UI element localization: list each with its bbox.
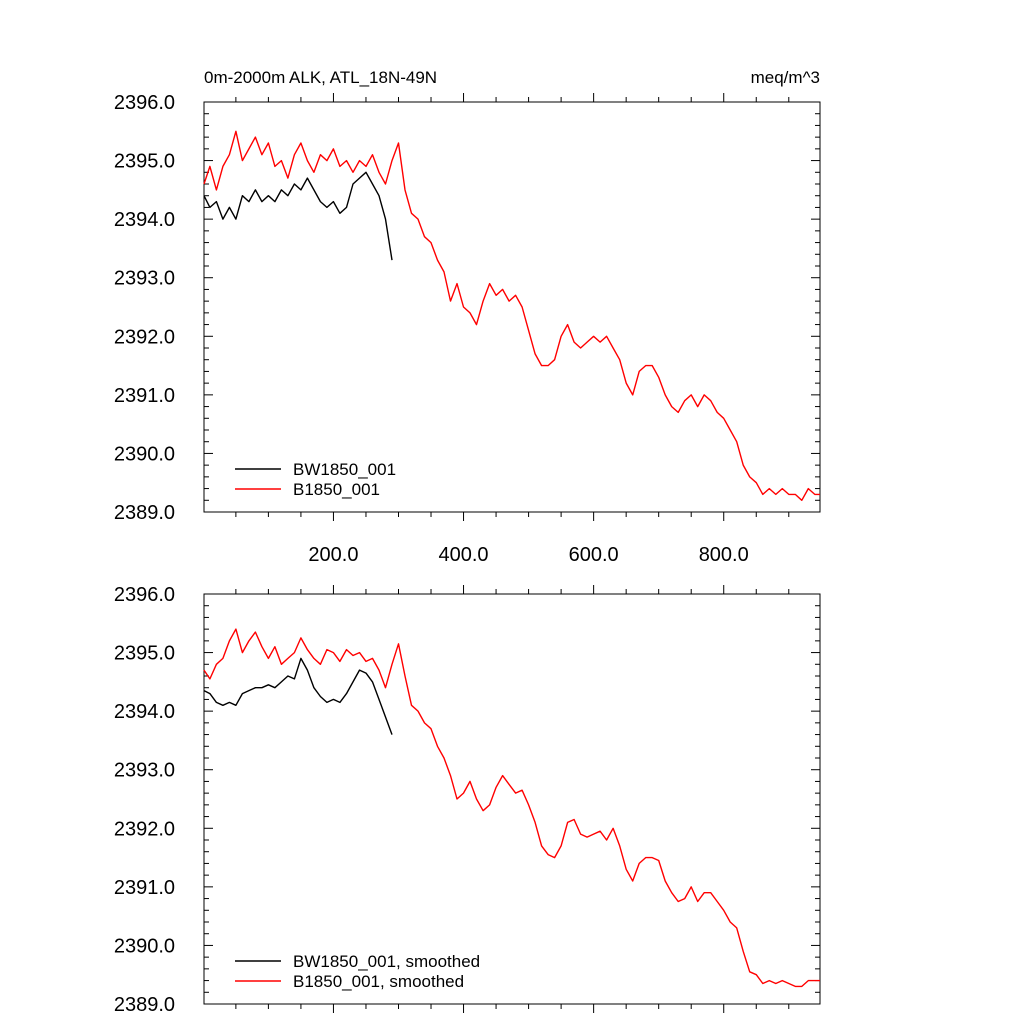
y-tick-label: 2396.0 xyxy=(114,92,175,114)
x-tick-label: 200.0 xyxy=(308,544,358,566)
legend-label: BW1850_001, smoothed xyxy=(293,952,480,971)
chart-title: 0m-2000m ALK, ATL_18N-49N xyxy=(204,68,437,87)
y-tick-label: 2390.0 xyxy=(114,935,175,957)
y-tick-label: 2394.0 xyxy=(114,209,175,231)
y-tick-label: 2392.0 xyxy=(114,818,175,840)
y-tick-label: 2392.0 xyxy=(114,326,175,348)
series-line-bw1850-001 xyxy=(203,171,393,261)
ticks: 2389.0 2390.0 2391.0 2392.0 2393.0 2394.0 2395… xyxy=(114,92,820,566)
legend-label: B1850_001, smoothed xyxy=(293,972,464,991)
units-label: meq/m^3 xyxy=(751,68,820,87)
bottom-panel: 2389.0 2390.0 2391.0 2392.0 2393.0 2394.0 2395… xyxy=(114,584,821,1016)
x-tick-label: 600.0 xyxy=(569,544,619,566)
ticks: 2389.0 2390.0 2391.0 2392.0 2393.0 2394.0 2395… xyxy=(114,584,820,1016)
plot-frame xyxy=(203,593,821,1005)
y-tick-label: 2394.0 xyxy=(114,701,175,723)
y-tick-label: 2393.0 xyxy=(114,268,175,290)
y-tick-label: 2389.0 xyxy=(114,502,175,524)
y-tick-label: 2395.0 xyxy=(114,151,175,173)
x-tick-label: 400.0 xyxy=(439,544,489,566)
plot-frame xyxy=(203,101,821,513)
series-lines xyxy=(203,130,820,501)
series-line-b1850-001-smoothed xyxy=(203,628,820,988)
series-line-bw1850-001-smoothed xyxy=(203,657,393,735)
y-tick-label: 2393.0 xyxy=(114,760,175,782)
top-panel: 0m-2000m ALK, ATL_18N-49N meq/m^3 2389.0… xyxy=(114,68,821,566)
legend-label: BW1850_001 xyxy=(293,460,396,479)
x-tick-label: 800.0 xyxy=(699,544,749,566)
y-tick-label: 2395.0 xyxy=(114,643,175,665)
y-tick-label: 2389.0 xyxy=(114,994,175,1016)
legend-label: B1850_001 xyxy=(293,480,380,499)
series-line-b1850-001 xyxy=(203,130,820,501)
y-tick-label: 2396.0 xyxy=(114,584,175,606)
y-tick-label: 2391.0 xyxy=(114,385,175,407)
series-lines xyxy=(203,628,820,988)
y-tick-label: 2390.0 xyxy=(114,443,175,465)
y-tick-label: 2391.0 xyxy=(114,877,175,899)
